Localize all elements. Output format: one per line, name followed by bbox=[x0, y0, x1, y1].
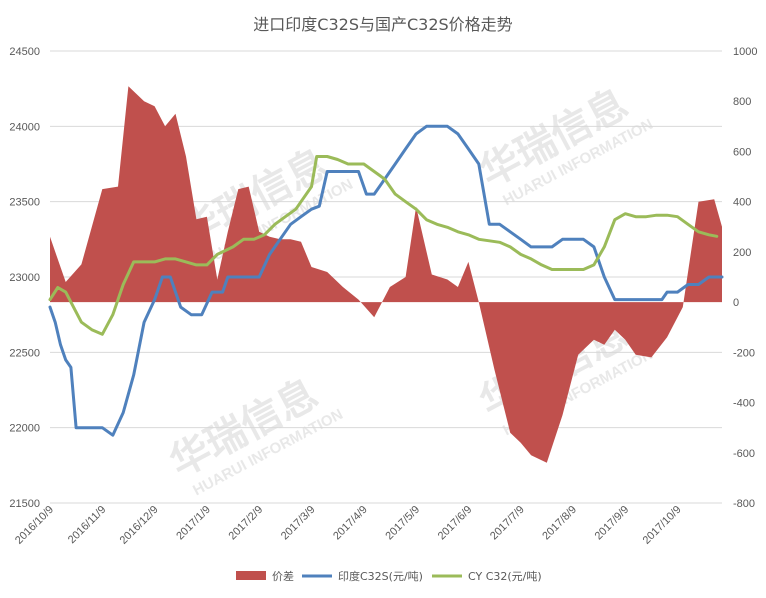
series-area-diff bbox=[50, 86, 722, 463]
left-tick-label: 23500 bbox=[9, 197, 40, 209]
chart-title: 进口印度C32S与国产C32S价格走势 bbox=[253, 15, 512, 34]
left-tick-label: 24000 bbox=[9, 121, 40, 133]
x-tick-label: 2016/10/9 bbox=[13, 504, 56, 547]
legend-swatch-diff bbox=[236, 571, 266, 580]
right-tick-label: 200 bbox=[733, 247, 751, 259]
right-tick-label: -400 bbox=[733, 398, 755, 410]
right-tick-label: 0 bbox=[733, 297, 739, 309]
left-tick-label: 21500 bbox=[9, 498, 40, 510]
legend-label-india: 印度C32S(元/吨) bbox=[338, 569, 423, 583]
series-line-cy bbox=[48, 155, 719, 336]
right-tick-label: -800 bbox=[733, 498, 755, 510]
left-tick-label: 24500 bbox=[9, 46, 40, 58]
right-tick-label: -600 bbox=[733, 448, 755, 460]
left-tick-label: 22500 bbox=[9, 347, 40, 359]
left-tick-label: 23000 bbox=[9, 272, 40, 284]
right-tick-label: -200 bbox=[733, 347, 755, 359]
left-tick-label: 22000 bbox=[9, 423, 40, 435]
x-tick-label: 2017/7/9 bbox=[488, 504, 527, 543]
x-tick-label: 2017/10/9 bbox=[641, 504, 684, 547]
right-tick-label: 800 bbox=[733, 96, 751, 108]
x-axis: 2016/10/9 2016/11/9 2016/12/9 2017/1/9 2017/… bbox=[13, 504, 684, 547]
legend-label-cy: CY C32(元/吨) bbox=[468, 570, 542, 583]
x-tick-label: 2017/2/9 bbox=[227, 504, 266, 543]
x-tick-label: 2016/11/9 bbox=[66, 504, 109, 547]
x-tick-label: 2017/6/9 bbox=[436, 504, 475, 543]
legend: 价差 印度C32S(元/吨) CY C32(元/吨) bbox=[236, 569, 542, 583]
right-tick-label: 1000 bbox=[733, 46, 757, 58]
x-tick-label: 2017/3/9 bbox=[279, 504, 318, 543]
x-tick-label: 2017/9/9 bbox=[593, 504, 632, 543]
x-tick-label: 2017/5/9 bbox=[383, 504, 422, 543]
x-tick-label: 2016/12/9 bbox=[118, 504, 161, 547]
right-tick-label: 400 bbox=[733, 197, 751, 209]
series-line-india bbox=[48, 124, 724, 437]
x-tick-label: 2017/1/9 bbox=[174, 504, 213, 543]
gridlines bbox=[50, 50, 722, 504]
legend-label-diff: 价差 bbox=[272, 569, 294, 583]
right-y-axis: -800 -600 -400 -200 0 200 400 600 800 1000 bbox=[733, 46, 757, 510]
left-y-axis: 21500 22000 22500 23000 23500 24000 24500 bbox=[9, 46, 40, 510]
right-tick-label: 600 bbox=[733, 146, 751, 158]
plot-area bbox=[48, 86, 724, 463]
x-tick-label: 2017/4/9 bbox=[331, 504, 370, 543]
x-tick-label: 2017/8/9 bbox=[540, 504, 579, 543]
